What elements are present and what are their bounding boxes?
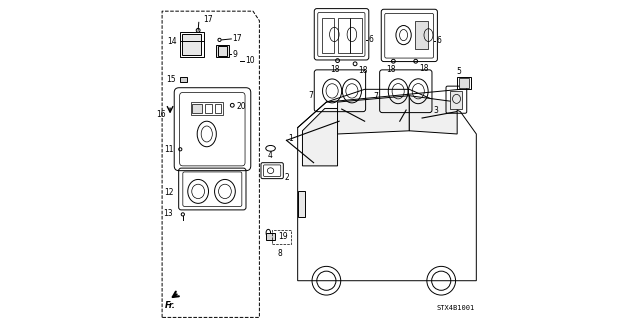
Text: 15: 15 bbox=[166, 75, 176, 84]
Text: 18: 18 bbox=[331, 65, 340, 74]
Polygon shape bbox=[410, 96, 457, 134]
Text: 14: 14 bbox=[168, 37, 177, 46]
Text: STX4B1001: STX4B1001 bbox=[436, 305, 475, 311]
Text: 18: 18 bbox=[358, 66, 368, 75]
Text: 9: 9 bbox=[232, 50, 237, 59]
Text: 17: 17 bbox=[204, 15, 213, 24]
Bar bbox=[350, 18, 362, 53]
Text: Fr.: Fr. bbox=[165, 301, 176, 310]
Bar bbox=[215, 104, 221, 113]
Text: 10: 10 bbox=[245, 56, 255, 65]
Polygon shape bbox=[337, 96, 410, 134]
Text: 4: 4 bbox=[268, 151, 273, 160]
Text: 20: 20 bbox=[236, 102, 246, 111]
Bar bbox=[180, 77, 187, 82]
Text: 1: 1 bbox=[288, 134, 293, 143]
Bar bbox=[321, 18, 333, 53]
Bar bbox=[271, 230, 291, 244]
Bar bbox=[182, 34, 202, 55]
Text: 17: 17 bbox=[232, 34, 242, 43]
Bar bbox=[191, 102, 223, 115]
Text: 12: 12 bbox=[164, 189, 173, 197]
Bar bbox=[180, 32, 204, 57]
Polygon shape bbox=[303, 108, 337, 166]
Text: 3: 3 bbox=[434, 106, 438, 115]
Text: 19: 19 bbox=[278, 232, 288, 241]
Text: 5: 5 bbox=[456, 67, 461, 76]
Bar bbox=[193, 104, 202, 113]
Bar bbox=[459, 78, 469, 88]
Text: 18: 18 bbox=[419, 64, 428, 73]
Text: 8: 8 bbox=[278, 249, 282, 258]
Text: 7: 7 bbox=[308, 91, 313, 100]
Bar bbox=[218, 46, 227, 56]
Bar bbox=[216, 45, 229, 57]
Text: 18: 18 bbox=[386, 65, 396, 74]
Bar bbox=[205, 104, 212, 113]
Text: 7: 7 bbox=[374, 92, 378, 101]
Text: 6: 6 bbox=[369, 35, 373, 44]
Text: 13: 13 bbox=[164, 209, 173, 218]
Text: 2: 2 bbox=[285, 173, 290, 182]
Bar bbox=[266, 233, 275, 240]
Text: 6: 6 bbox=[436, 36, 442, 45]
Bar bbox=[450, 91, 462, 109]
Bar bbox=[298, 191, 305, 217]
Bar bbox=[415, 21, 428, 49]
Bar bbox=[457, 77, 470, 89]
Bar bbox=[337, 18, 349, 53]
Text: 16: 16 bbox=[157, 110, 166, 119]
Text: 11: 11 bbox=[164, 145, 173, 154]
